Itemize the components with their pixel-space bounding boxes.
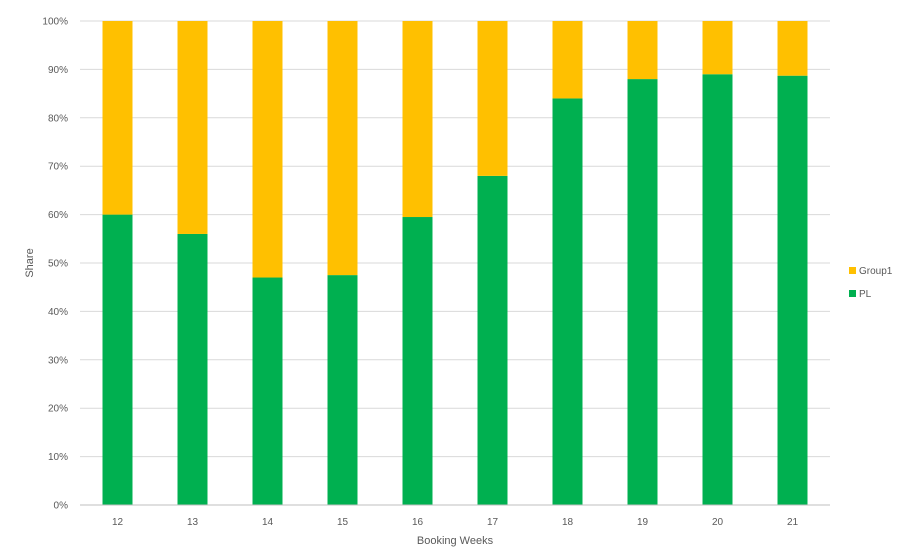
bar-pl-18 xyxy=(552,98,583,505)
legend-swatch-pl xyxy=(849,290,856,297)
bar-pl-16 xyxy=(402,217,433,505)
bar-group1-17 xyxy=(477,21,508,176)
x-tick-label: 16 xyxy=(412,517,424,528)
x-tick-label: 18 xyxy=(562,517,574,528)
y-tick-label: 60% xyxy=(48,210,68,221)
bar-pl-12 xyxy=(102,214,133,505)
bar-pl-15 xyxy=(327,275,358,505)
y-tick-label: 10% xyxy=(48,452,68,463)
bar-pl-19 xyxy=(627,79,658,505)
legend-swatch-group1 xyxy=(849,267,856,274)
x-tick-label: 13 xyxy=(187,517,199,528)
bar-group1-19 xyxy=(627,21,658,80)
y-axis-title: Share xyxy=(24,248,36,277)
bars xyxy=(102,21,808,506)
y-axis-ticks: 0% 10% 20% 30% 40% 50% 60% 70% 80% 90% 100% xyxy=(42,17,68,512)
bar-pl-21 xyxy=(777,75,808,505)
bar-pl-17 xyxy=(477,175,508,505)
y-tick-label: 50% xyxy=(48,259,68,270)
bar-group1-13 xyxy=(177,21,208,234)
x-tick-label: 14 xyxy=(262,517,274,528)
bar-group1-15 xyxy=(327,21,358,276)
x-tick-label: 21 xyxy=(787,517,799,528)
bar-group1-21 xyxy=(777,21,808,76)
bar-group1-12 xyxy=(102,21,133,215)
x-tick-label: 17 xyxy=(487,517,499,528)
x-axis-ticks: 12 13 14 15 16 17 18 19 20 21 xyxy=(112,517,799,528)
y-tick-label: 100% xyxy=(42,17,68,28)
x-tick-label: 15 xyxy=(337,517,349,528)
bar-group1-16 xyxy=(402,21,433,218)
y-tick-label: 80% xyxy=(48,113,68,124)
y-tick-label: 0% xyxy=(54,501,69,512)
bar-group1-20 xyxy=(702,21,733,75)
legend: Group1 PL xyxy=(849,266,893,300)
y-tick-label: 70% xyxy=(48,162,68,173)
x-tick-label: 20 xyxy=(712,517,724,528)
bar-pl-13 xyxy=(177,233,208,505)
legend-label-pl: PL xyxy=(859,289,872,300)
y-tick-label: 20% xyxy=(48,404,68,415)
x-axis-title: Booking Weeks xyxy=(417,535,494,547)
y-tick-label: 90% xyxy=(48,65,68,76)
bar-pl-14 xyxy=(252,277,283,505)
legend-label-group1: Group1 xyxy=(859,266,893,277)
bar-pl-20 xyxy=(702,74,733,506)
y-tick-label: 40% xyxy=(48,307,68,318)
x-tick-label: 12 xyxy=(112,517,124,528)
bar-group1-18 xyxy=(552,21,583,99)
bar-group1-14 xyxy=(252,21,283,278)
x-tick-label: 19 xyxy=(637,517,649,528)
y-tick-label: 30% xyxy=(48,355,68,366)
